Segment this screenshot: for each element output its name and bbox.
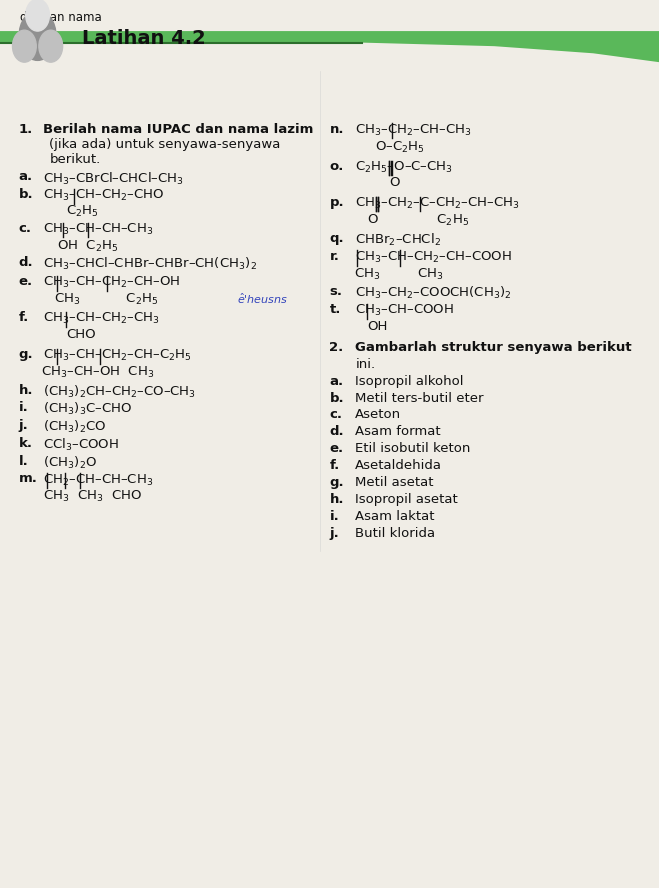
Text: Butil klorida: Butil klorida	[355, 527, 435, 540]
Text: Metil ters-butil eter: Metil ters-butil eter	[355, 392, 483, 405]
Text: g.: g.	[330, 476, 344, 489]
Text: a.: a.	[18, 170, 32, 184]
Text: CH$_3$–CH–CH$_2$–CH–C$_2$H$_5$: CH$_3$–CH–CH$_2$–CH–C$_2$H$_5$	[43, 348, 192, 363]
Text: e.: e.	[330, 442, 343, 456]
Text: g.: g.	[18, 348, 33, 361]
Text: i.: i.	[330, 510, 339, 523]
Circle shape	[26, 0, 49, 31]
Text: Isopropil alkohol: Isopropil alkohol	[355, 375, 463, 388]
Text: Asam format: Asam format	[355, 425, 440, 439]
Text: O: O	[389, 176, 400, 189]
Text: Isopropil asetat: Isopropil asetat	[355, 493, 457, 506]
Text: CH$_3$  CH$_3$  CHO: CH$_3$ CH$_3$ CHO	[43, 489, 142, 504]
Text: CH$_3$–CH–CH$_2$–CHO: CH$_3$–CH–CH$_2$–CHO	[43, 188, 165, 203]
Text: s.: s.	[330, 285, 343, 298]
Text: OH: OH	[368, 320, 388, 333]
Text: j.: j.	[18, 419, 28, 432]
Text: CH$_3$–CH–CH$_2$–CH–COOH: CH$_3$–CH–CH$_2$–CH–COOH	[355, 250, 511, 265]
Text: CH$_3$–CH$_2$–C–CH$_2$–CH–CH$_3$: CH$_3$–CH$_2$–C–CH$_2$–CH–CH$_3$	[355, 196, 519, 211]
Text: j.: j.	[330, 527, 339, 540]
Text: Berilah nama IUPAC dan nama lazim: Berilah nama IUPAC dan nama lazim	[43, 123, 314, 136]
Text: t.: t.	[330, 303, 341, 316]
Text: CH$_3$         CH$_3$: CH$_3$ CH$_3$	[354, 266, 444, 281]
Text: e.: e.	[18, 275, 32, 289]
Text: Etil isobutil keton: Etil isobutil keton	[355, 442, 470, 456]
Circle shape	[13, 30, 36, 62]
Text: Latihan 4.2: Latihan 4.2	[82, 28, 206, 48]
Text: i.: i.	[18, 401, 28, 415]
Text: h.: h.	[330, 493, 344, 506]
Text: Asetaldehida: Asetaldehida	[355, 459, 442, 472]
Text: h.: h.	[18, 384, 33, 397]
Text: b.: b.	[330, 392, 344, 405]
Text: (CH$_3$)$_3$C–CHO: (CH$_3$)$_3$C–CHO	[43, 401, 132, 417]
Text: p.: p.	[330, 196, 344, 210]
Text: CH$_3$–CH–CH$_2$–CH$_3$: CH$_3$–CH–CH$_2$–CH$_3$	[43, 311, 160, 326]
Text: OH  C$_2$H$_5$: OH C$_2$H$_5$	[57, 239, 119, 254]
Text: ini.: ini.	[356, 358, 376, 371]
Text: f.: f.	[18, 311, 29, 324]
Text: CH$_3$–CH$_2$–COOCH(CH$_3$)$_2$: CH$_3$–CH$_2$–COOCH(CH$_3$)$_2$	[355, 285, 511, 301]
Text: 2.: 2.	[330, 341, 344, 354]
Text: (CH$_3$)$_2$CO: (CH$_3$)$_2$CO	[43, 419, 107, 435]
Text: (CH$_3$)$_2$O: (CH$_3$)$_2$O	[43, 455, 98, 471]
Text: n.: n.	[330, 123, 344, 136]
Text: dengan nama: dengan nama	[20, 11, 101, 24]
Text: O–C$_2$H$_5$: O–C$_2$H$_5$	[375, 139, 425, 155]
Text: c.: c.	[330, 408, 343, 422]
Text: $\hat{e}$'heusns: $\hat{e}$'heusns	[237, 291, 289, 305]
Text: CHBr$_2$–CHCl$_2$: CHBr$_2$–CHCl$_2$	[355, 232, 440, 248]
Circle shape	[19, 11, 56, 60]
Text: CH$_3$           C$_2$H$_5$: CH$_3$ C$_2$H$_5$	[54, 292, 159, 307]
Text: O              C$_2$H$_5$: O C$_2$H$_5$	[367, 213, 469, 228]
Circle shape	[39, 30, 63, 62]
Text: k.: k.	[18, 437, 32, 450]
Text: CH$_3$–CH–CH$_2$–CH–OH: CH$_3$–CH–CH$_2$–CH–OH	[43, 275, 181, 290]
Text: Metil asetat: Metil asetat	[355, 476, 433, 489]
Text: berikut.: berikut.	[49, 153, 101, 166]
Text: (CH$_3$)$_2$CH–CH$_2$–CO–CH$_3$: (CH$_3$)$_2$CH–CH$_2$–CO–CH$_3$	[43, 384, 196, 400]
Polygon shape	[0, 31, 659, 62]
Text: Asam laktat: Asam laktat	[355, 510, 434, 523]
Text: CH$_3$–CH–OH  CH$_3$: CH$_3$–CH–OH CH$_3$	[41, 365, 154, 380]
Text: C$_2$H$_5$: C$_2$H$_5$	[66, 204, 99, 219]
Text: d.: d.	[330, 425, 344, 439]
Text: CCl$_3$–COOH: CCl$_3$–COOH	[43, 437, 119, 453]
Text: CH$_3$–CH–COOH: CH$_3$–CH–COOH	[355, 303, 453, 318]
Text: CH$_3$–CH–CH–CH$_3$: CH$_3$–CH–CH–CH$_3$	[43, 222, 154, 237]
Text: d.: d.	[18, 256, 33, 269]
Text: o.: o.	[330, 160, 344, 173]
Text: CH$_3$–CH$_2$–CH–CH$_3$: CH$_3$–CH$_2$–CH–CH$_3$	[355, 123, 471, 138]
Text: Aseton: Aseton	[355, 408, 401, 422]
Text: q.: q.	[330, 232, 344, 245]
Text: CH$_2$–CH–CH–CH$_3$: CH$_2$–CH–CH–CH$_3$	[43, 472, 154, 488]
Text: f.: f.	[330, 459, 340, 472]
Text: l.: l.	[18, 455, 28, 468]
Text: c.: c.	[18, 222, 32, 235]
Text: Gambarlah struktur senyawa berikut: Gambarlah struktur senyawa berikut	[355, 341, 631, 354]
Text: b.: b.	[18, 188, 33, 202]
Text: 1.: 1.	[18, 123, 33, 136]
Text: m.: m.	[18, 472, 38, 486]
Text: C$_2$H$_5$–O–C–CH$_3$: C$_2$H$_5$–O–C–CH$_3$	[355, 160, 453, 175]
Text: CH$_3$–CBrCl–CHCl–CH$_3$: CH$_3$–CBrCl–CHCl–CH$_3$	[43, 170, 185, 186]
Text: a.: a.	[330, 375, 343, 388]
Text: CH$_3$–CHCl–CHBr–CHBr–CH(CH$_3$)$_2$: CH$_3$–CHCl–CHBr–CHBr–CH(CH$_3$)$_2$	[43, 256, 258, 272]
Text: CHO: CHO	[66, 328, 96, 341]
Text: r.: r.	[330, 250, 339, 263]
Text: (jika ada) untuk senyawa-senyawa: (jika ada) untuk senyawa-senyawa	[49, 138, 281, 151]
